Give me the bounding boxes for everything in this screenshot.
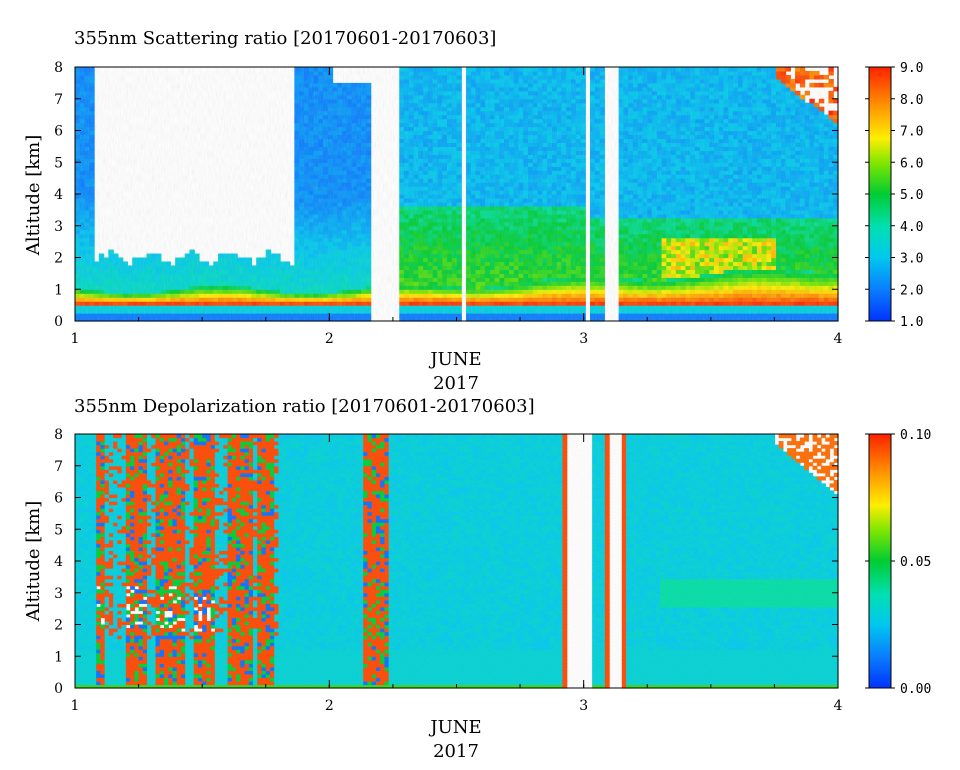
scattering-ratio-heatmap — [75, 67, 839, 322]
lidar-figure: 355nm Scattering ratio [20170601-2017060… — [0, 0, 960, 770]
scattering-ratio-title: 355nm Scattering ratio [20170601-2017060… — [74, 28, 496, 49]
scattering-ratio-panel: 355nm Scattering ratio [20170601-2017060… — [23, 28, 923, 394]
